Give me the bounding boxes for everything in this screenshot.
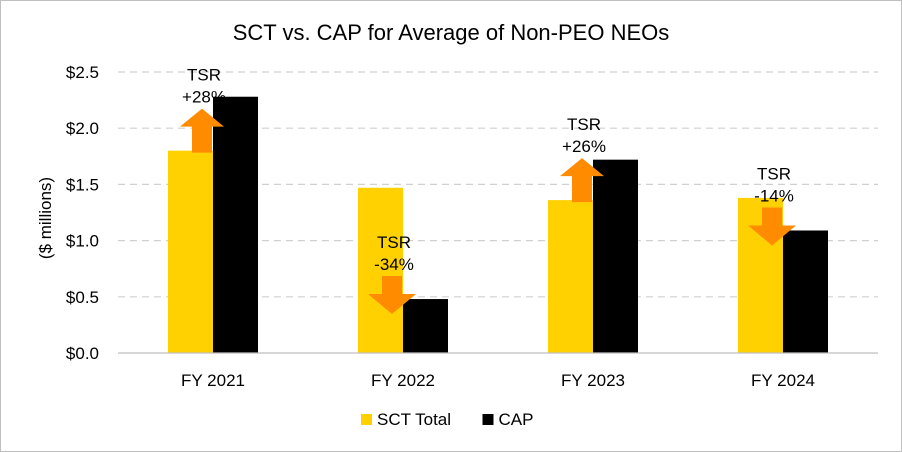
bar-sct-total-fy-2022 <box>358 187 403 353</box>
y-tick-label: $0.0 <box>66 344 99 363</box>
tsr-label: TSR <box>757 164 791 183</box>
legend-label: CAP <box>499 410 534 429</box>
tsr-value: -34% <box>374 255 414 274</box>
legend-swatch <box>482 414 494 425</box>
tsr-label: TSR <box>377 233 411 252</box>
bar-sct-total-fy-2021 <box>168 150 213 353</box>
legend-label: SCT Total <box>377 410 451 429</box>
legend-swatch <box>361 414 372 425</box>
tsr-label: TSR <box>567 115 601 134</box>
y-tick-label: $2.5 <box>66 63 99 82</box>
x-tick-label: FY 2022 <box>371 371 435 390</box>
x-tick-label: FY 2021 <box>181 371 245 390</box>
bar-cap-fy-2024 <box>783 230 828 353</box>
tsr-label: TSR <box>187 66 221 85</box>
bar-cap-fy-2023 <box>593 159 638 353</box>
tsr-value: +28% <box>182 88 226 107</box>
tsr-value: -14% <box>754 186 794 205</box>
y-tick-label: $1.0 <box>66 232 99 251</box>
y-tick-label: $1.5 <box>66 175 99 194</box>
bar-cap-fy-2022 <box>403 299 448 353</box>
x-tick-label: FY 2023 <box>561 371 625 390</box>
bar-sct-total-fy-2023 <box>548 200 593 353</box>
chart-title: SCT vs. CAP for Average of Non-PEO NEOs <box>233 20 670 45</box>
tsr-down-arrow <box>748 207 796 246</box>
x-tick-label: FY 2024 <box>751 371 815 390</box>
y-axis-label: ($ millions) <box>36 177 55 259</box>
tsr-up-arrow <box>180 108 224 153</box>
y-tick-label: $0.5 <box>66 288 99 307</box>
tsr-up-arrow <box>560 158 604 203</box>
bar-cap-fy-2021 <box>213 96 258 353</box>
y-tick-label: $2.0 <box>66 119 99 138</box>
tsr-down-arrow <box>368 276 416 315</box>
tsr-value: +26% <box>562 137 606 156</box>
